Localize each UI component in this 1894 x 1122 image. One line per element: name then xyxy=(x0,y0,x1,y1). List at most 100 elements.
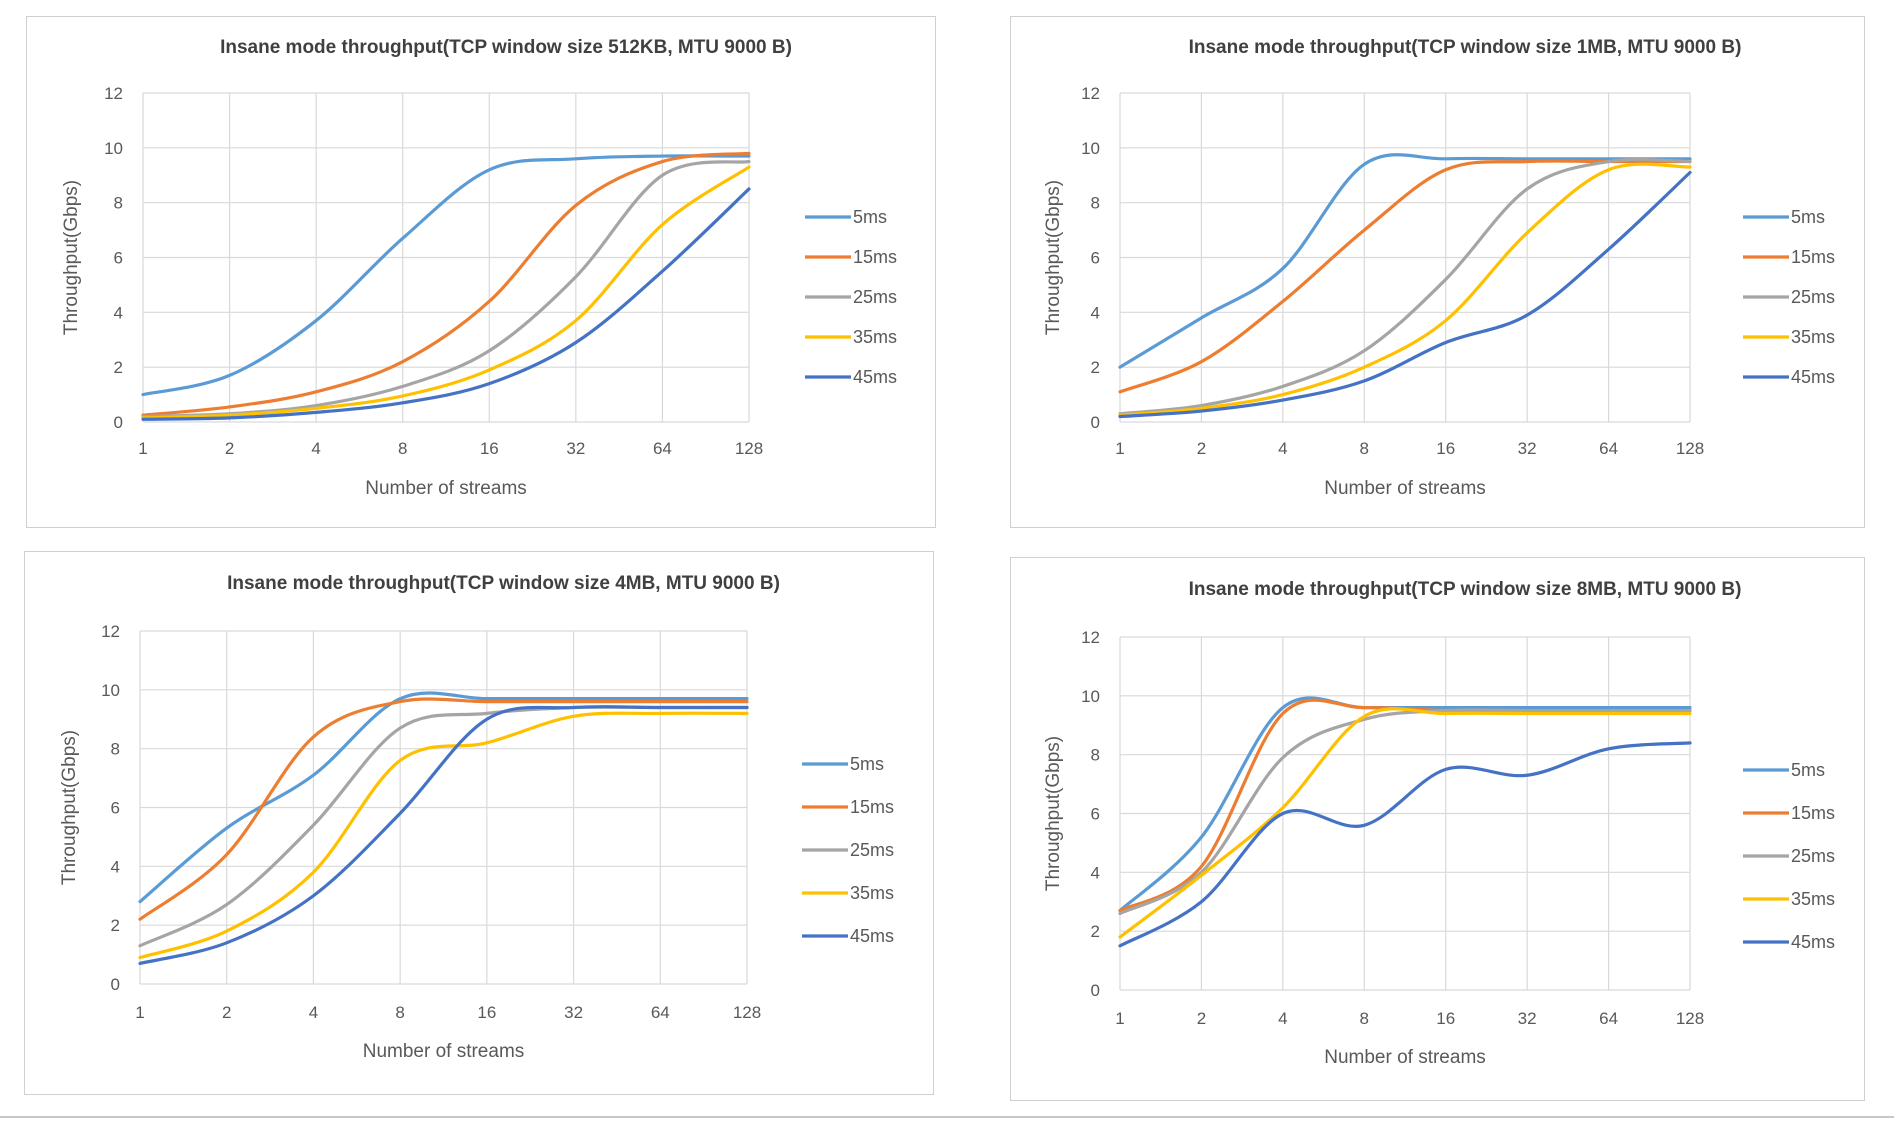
legend-label: 35ms xyxy=(1791,889,1835,909)
legend: 5ms 15ms 25ms 35ms 45ms xyxy=(802,754,894,946)
series-line-35ms xyxy=(141,165,751,420)
y-tick-label: 4 xyxy=(1091,303,1100,322)
chart-title: Insane mode throughput(TCP window size 1… xyxy=(1189,37,1742,58)
series-line-45ms xyxy=(1118,170,1692,419)
y-axis-title: Throughput(Gbps) xyxy=(1043,180,1064,335)
y-tick-label: 10 xyxy=(104,139,123,158)
legend-label: 25ms xyxy=(853,287,897,307)
x-tick-label: 16 xyxy=(1436,439,1455,458)
x-tick-label: 128 xyxy=(1676,1009,1704,1028)
chart-title: Insane mode throughput(TCP window size 4… xyxy=(227,573,780,594)
x-tick-label: 1 xyxy=(135,1003,144,1022)
y-tick-label: 2 xyxy=(1091,358,1100,377)
legend: 5ms 15ms 25ms 35ms 45ms xyxy=(1743,207,1835,387)
x-tick-label: 2 xyxy=(225,439,234,458)
y-axis-title: Throughput(Gbps) xyxy=(59,730,80,885)
x-tick-label: 8 xyxy=(398,439,407,458)
legend-label: 15ms xyxy=(1791,247,1835,267)
x-tick-label: 1 xyxy=(1115,1009,1124,1028)
legend-label: 15ms xyxy=(853,247,897,267)
legend-label: 45ms xyxy=(850,926,894,946)
y-tick-label: 0 xyxy=(1091,981,1100,1000)
y-tick-label: 12 xyxy=(101,622,120,641)
y-tick-label: 6 xyxy=(1091,249,1100,268)
legend-label: 25ms xyxy=(1791,287,1835,307)
x-tick-label: 16 xyxy=(1436,1009,1455,1028)
series-line-25ms xyxy=(1118,157,1692,416)
legend-label: 25ms xyxy=(1791,846,1835,866)
legend-label: 15ms xyxy=(850,797,894,817)
series-line-35ms xyxy=(138,711,749,960)
series-line-45ms xyxy=(138,705,749,966)
y-tick-label: 10 xyxy=(1081,139,1100,158)
x-tick-label: 1 xyxy=(1115,439,1124,458)
legend-label: 45ms xyxy=(1791,932,1835,952)
y-tick-label: 4 xyxy=(111,857,120,876)
series-line-25ms xyxy=(1118,708,1692,916)
chart-svg: Insane mode throughput(TCP window size 4… xyxy=(59,573,894,1062)
y-tick-label: 2 xyxy=(111,916,120,935)
x-tick-label: 8 xyxy=(1360,1009,1369,1028)
legend: 5ms 15ms 25ms 35ms 45ms xyxy=(1743,760,1835,952)
chart-panel-512kb: Insane mode throughput(TCP window size 5… xyxy=(26,16,936,528)
x-tick-label: 8 xyxy=(1360,439,1369,458)
x-tick-label: 64 xyxy=(1599,439,1618,458)
x-tick-label: 2 xyxy=(222,1003,231,1022)
y-tick-label: 8 xyxy=(114,194,123,213)
x-tick-label: 2 xyxy=(1197,1009,1206,1028)
x-tick-label: 128 xyxy=(735,439,763,458)
legend-label: 35ms xyxy=(850,883,894,903)
y-tick-label: 0 xyxy=(111,975,120,994)
series-line-15ms xyxy=(1118,698,1692,913)
y-tick-label: 4 xyxy=(1091,863,1100,882)
legend-label: 45ms xyxy=(1791,367,1835,387)
y-tick-label: 8 xyxy=(1091,194,1100,213)
y-tick-label: 8 xyxy=(111,740,120,759)
series-line-45ms xyxy=(141,187,751,421)
y-tick-label: 4 xyxy=(114,303,123,322)
x-tick-label: 4 xyxy=(311,439,320,458)
x-tick-label: 4 xyxy=(1278,1009,1287,1028)
chart-svg: Insane mode throughput(TCP window size 1… xyxy=(1043,37,1835,499)
legend-label: 5ms xyxy=(853,207,887,227)
legend-label: 25ms xyxy=(850,840,894,860)
y-tick-label: 8 xyxy=(1091,746,1100,765)
y-tick-label: 12 xyxy=(1081,628,1100,647)
series-line-15ms xyxy=(141,151,751,417)
x-tick-label: 32 xyxy=(1518,1009,1537,1028)
legend: 5ms 15ms 25ms 35ms 45ms xyxy=(805,207,897,387)
x-tick-label: 64 xyxy=(653,439,672,458)
y-tick-label: 12 xyxy=(1081,84,1100,103)
series-line-5ms xyxy=(141,154,751,397)
chart-svg: Insane mode throughput(TCP window size 8… xyxy=(1043,579,1835,1068)
chart-title: Insane mode throughput(TCP window size 8… xyxy=(1189,579,1742,600)
legend-label: 45ms xyxy=(853,367,897,387)
y-tick-label: 0 xyxy=(1091,413,1100,432)
legend-label: 5ms xyxy=(1791,760,1825,780)
x-tick-label: 64 xyxy=(1599,1009,1618,1028)
y-axis-title: Throughput(Gbps) xyxy=(1043,736,1064,891)
y-axis-title: Throughput(Gbps) xyxy=(61,180,82,335)
x-tick-label: 64 xyxy=(651,1003,670,1022)
series-line-15ms xyxy=(1118,159,1692,394)
chart-panel-4mb: Insane mode throughput(TCP window size 4… xyxy=(24,551,934,1095)
y-tick-label: 6 xyxy=(111,799,120,818)
series-line-45ms xyxy=(1118,741,1692,948)
y-tick-label: 10 xyxy=(1081,687,1100,706)
legend-label: 5ms xyxy=(850,754,884,774)
y-tick-label: 6 xyxy=(1091,805,1100,824)
legend-label: 35ms xyxy=(1791,327,1835,347)
x-tick-label: 16 xyxy=(480,439,499,458)
chart-panel-8mb: Insane mode throughput(TCP window size 8… xyxy=(1010,557,1865,1101)
legend-label: 15ms xyxy=(1791,803,1835,823)
legend-label: 5ms xyxy=(1791,207,1825,227)
x-axis-title: Number of streams xyxy=(363,1041,525,1062)
chart-panel-1mb: Insane mode throughput(TCP window size 1… xyxy=(1010,16,1865,528)
y-tick-label: 2 xyxy=(114,358,123,377)
x-tick-label: 4 xyxy=(1278,439,1287,458)
y-tick-label: 2 xyxy=(1091,922,1100,941)
series-line-5ms xyxy=(1118,696,1692,913)
x-axis-title: Number of streams xyxy=(1324,1047,1486,1068)
x-tick-label: 1 xyxy=(138,439,147,458)
